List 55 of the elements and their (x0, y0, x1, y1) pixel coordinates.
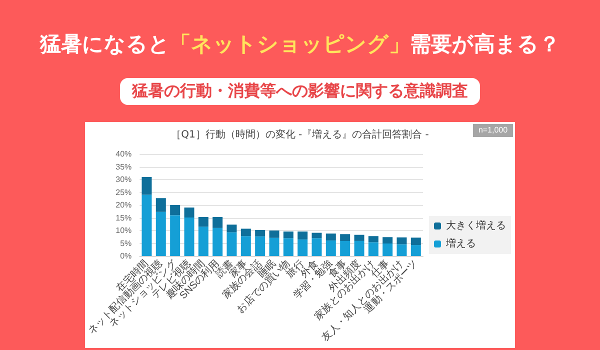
y-tick-label: 15% (116, 213, 132, 222)
bar (170, 215, 180, 256)
bar (340, 240, 350, 256)
bar (226, 224, 237, 232)
bar (410, 238, 421, 246)
y-tick-label: 30% (116, 175, 132, 184)
bar (368, 236, 378, 242)
text: n=1,000 (478, 126, 508, 134)
y-tick-label: 20% (116, 200, 132, 210)
bar (269, 230, 280, 238)
y-tick-label: 5% (120, 238, 132, 248)
y-tick-label: 40% (116, 150, 132, 158)
bar (283, 232, 294, 238)
bar (396, 237, 407, 244)
chart-subtitle: 猛暑の行動・消費等への影響に関する意識調査 (120, 78, 480, 105)
y-tick-label: 10% (116, 226, 132, 235)
bar (382, 244, 393, 256)
bar (354, 234, 364, 241)
bar (170, 205, 180, 216)
legend-label: 大きく増える (446, 220, 506, 232)
bar (212, 228, 223, 256)
bar (354, 240, 364, 256)
bar (184, 217, 194, 256)
bar (312, 238, 322, 256)
bar (298, 239, 308, 256)
y-tick-label: 25% (116, 188, 132, 197)
bar (212, 216, 223, 228)
legend-label: 増える (445, 238, 476, 250)
bar (156, 212, 166, 256)
text: ［Q1］行動（時間）の変化 -『増える』の合計回答割合 - (171, 128, 430, 140)
bar (269, 238, 280, 256)
bar (240, 236, 251, 256)
bar (326, 240, 336, 256)
bar (198, 216, 208, 227)
bar (396, 244, 407, 256)
bar (226, 232, 237, 256)
bar (255, 236, 266, 256)
bar (382, 237, 393, 244)
bar (298, 232, 308, 240)
bar (326, 234, 336, 240)
bar (142, 176, 152, 195)
bar (255, 230, 266, 236)
bar (142, 194, 152, 256)
bar (184, 208, 194, 218)
bar (156, 198, 166, 212)
bar (312, 232, 322, 238)
bar (340, 234, 350, 241)
bar (368, 242, 378, 256)
chart-title: 猛暑になると「ネットショッピング」需要が高まる？ (38, 31, 561, 58)
y-tick-label: 0% (120, 252, 132, 260)
y-tick-label: 35% (116, 162, 132, 172)
bar (198, 226, 208, 256)
bar (283, 238, 294, 256)
bar (410, 245, 421, 256)
bar (240, 228, 251, 236)
